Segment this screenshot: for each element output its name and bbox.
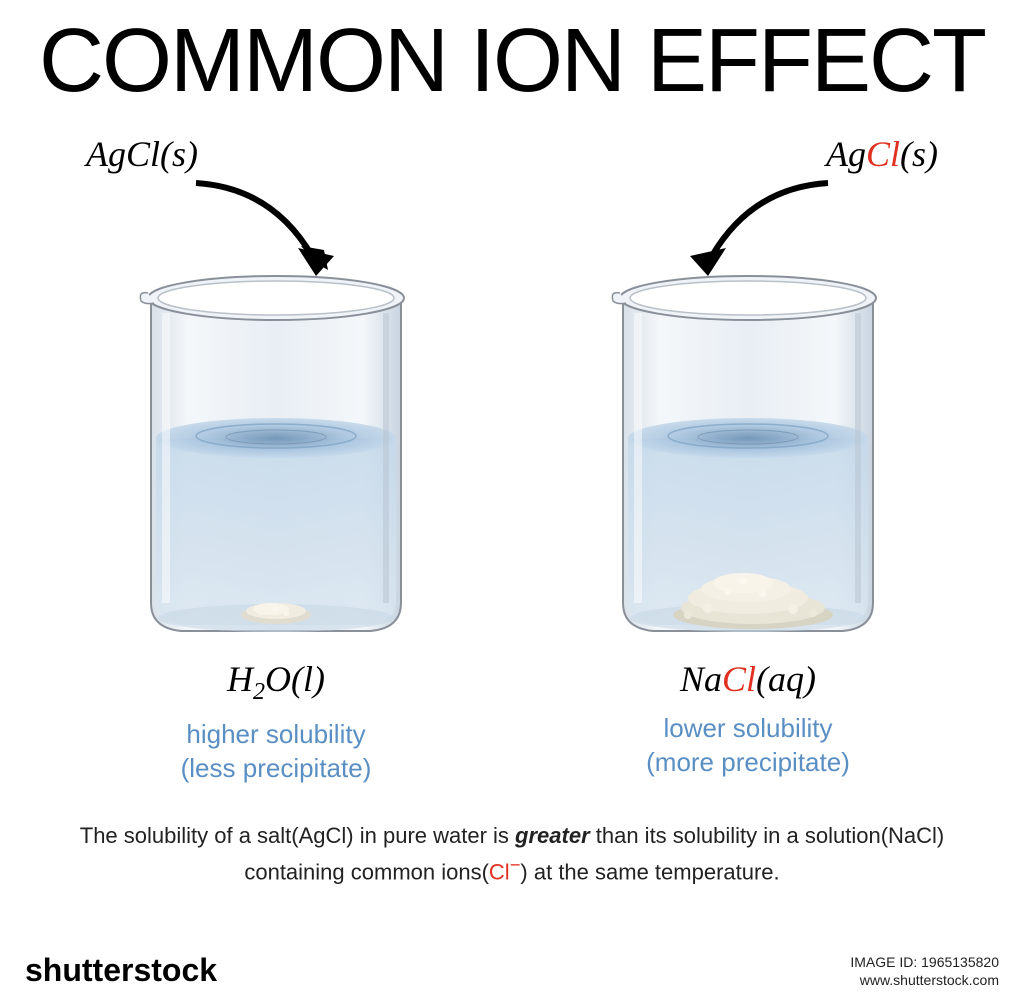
solvent-label-left: H2O(l) xyxy=(227,658,325,706)
solubility-text-left: higher solubility (less precipitate) xyxy=(181,718,372,786)
compound-highlight: Cl xyxy=(866,134,900,174)
beaker-group-right: AgCl(s) xyxy=(538,133,958,786)
arrow-icon-left xyxy=(176,168,336,298)
solvent-label-right: NaCl(aq) xyxy=(680,658,816,700)
compound-suffix: (s) xyxy=(900,134,938,174)
arrow-icon-right xyxy=(688,168,848,298)
beakers-container: Ag Cl(s) xyxy=(0,133,1024,786)
image-info: IMAGE ID: 1965135820 www.shutterstock.co… xyxy=(850,953,999,989)
main-title: COMMON ION EFFECT xyxy=(0,0,1024,113)
compound-prefix: Ag xyxy=(86,134,126,174)
brand-logo: shutterstock xyxy=(25,952,217,989)
footer: shutterstock IMAGE ID: 1965135820 www.sh… xyxy=(0,952,1024,989)
description-text: The solubility of a salt(AgCl) in pure w… xyxy=(0,821,1024,888)
solubility-text-right: lower solubility (more precipitate) xyxy=(646,712,850,780)
beaker-left xyxy=(116,273,436,643)
beaker-right xyxy=(588,273,908,643)
beaker-group-left: AgCl(s) xyxy=(66,133,486,786)
